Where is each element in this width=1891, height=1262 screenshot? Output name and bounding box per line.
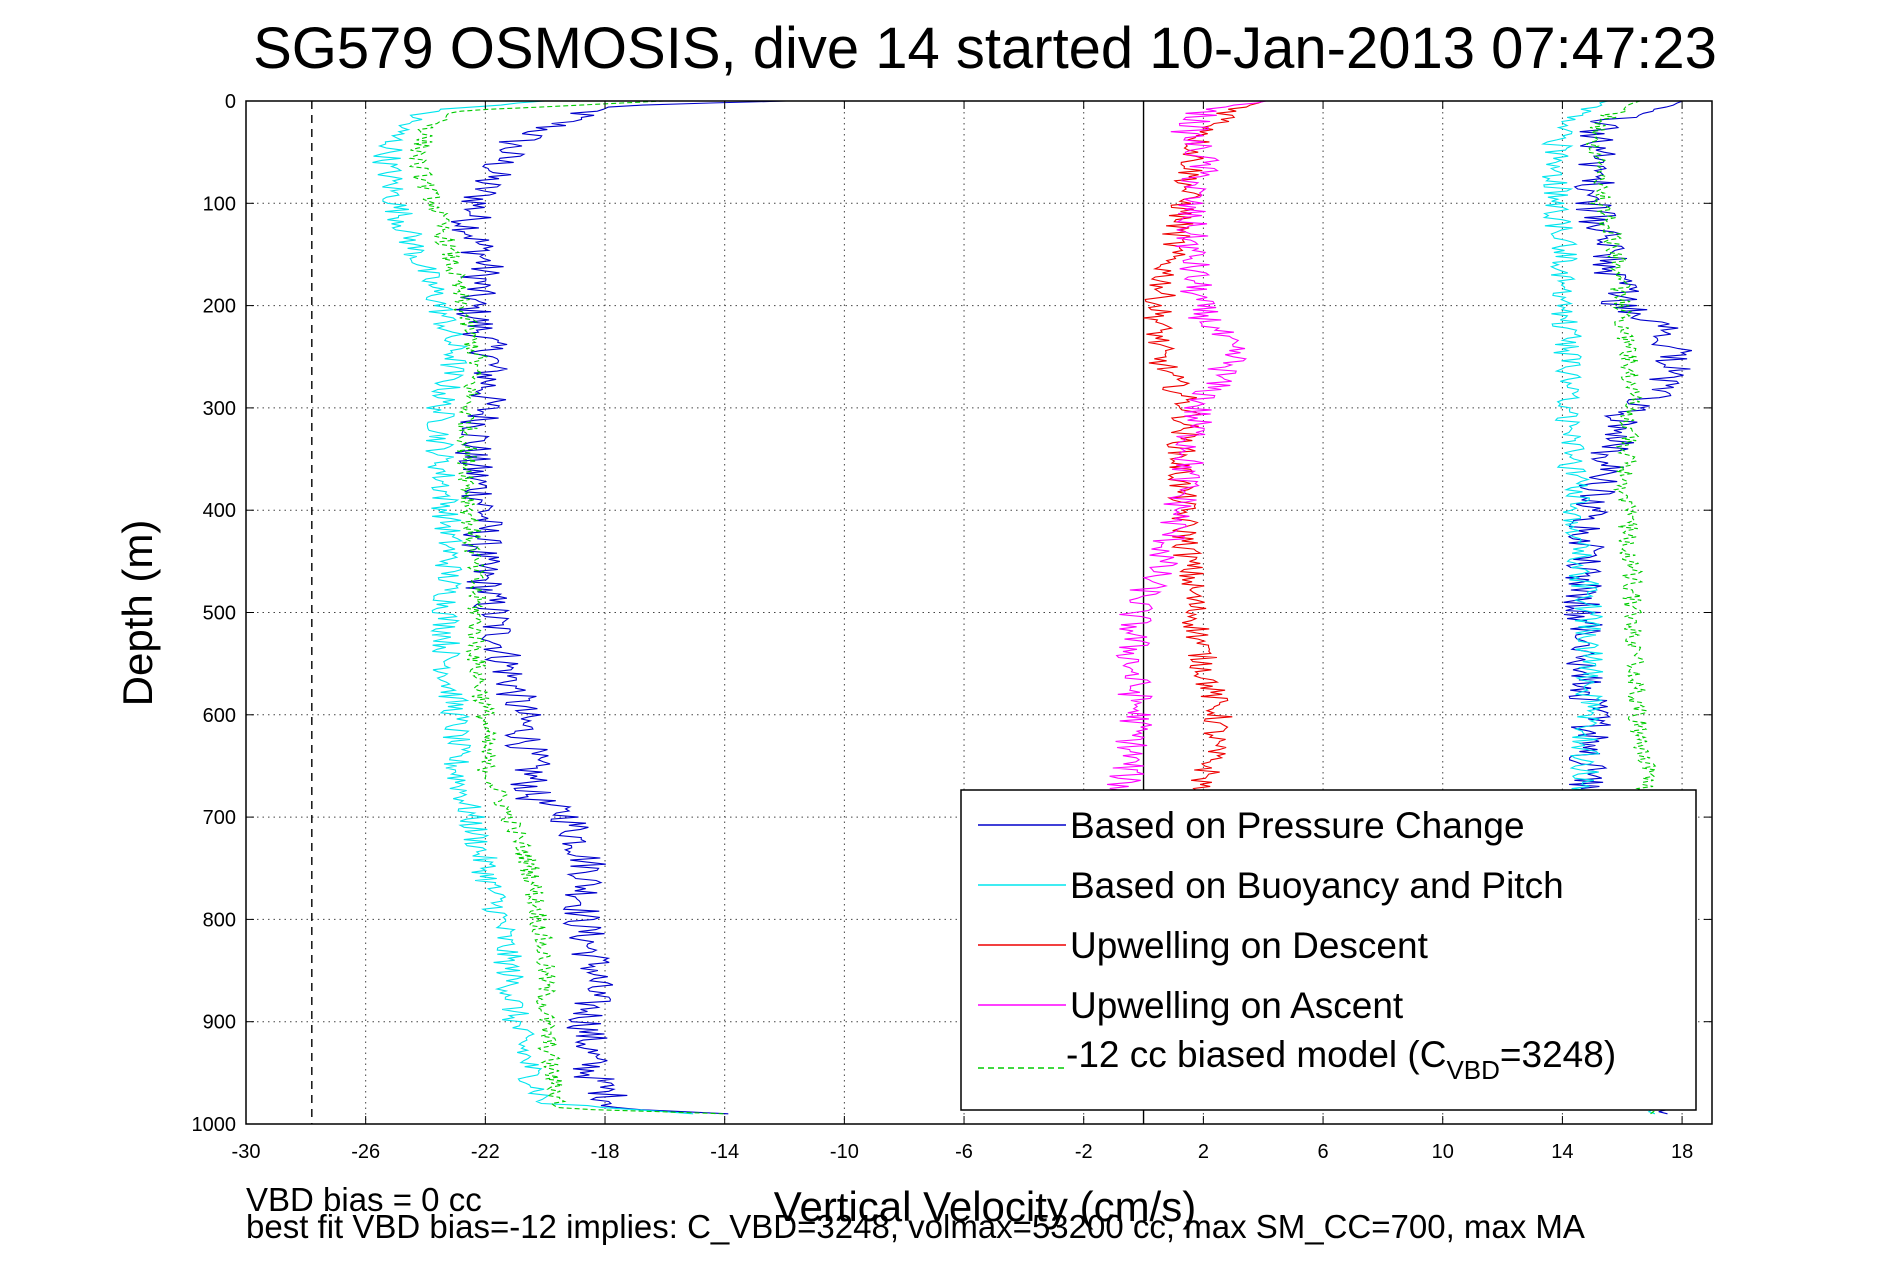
legend: Based on Pressure Change Based on Buoyan…: [960, 789, 1697, 1111]
y-tick-label: 600: [203, 705, 236, 727]
y-tick-label: 700: [203, 807, 236, 829]
x-tick-label: 14: [1551, 1141, 1573, 1163]
legend-box: [960, 789, 1697, 1111]
tick-marks: [245, 100, 1712, 1125]
x-tick-label: 2: [1198, 1141, 1209, 1163]
series-line-2-0: [1143, 100, 1264, 798]
y-tick-label: 300: [203, 398, 236, 420]
y-tick-label: 0: [225, 91, 236, 113]
x-axis-label: Vertical Velocity (cm/s): [774, 1183, 1196, 1230]
footer-bestfit-line: best fit VBD bias=-12 implies: C_VBD=324…: [246, 1208, 1585, 1245]
y-tick-label: 400: [203, 500, 236, 522]
y-tick-label: 1000: [192, 1114, 237, 1136]
y-tick-label: 500: [203, 603, 236, 625]
y-tick-label: 200: [203, 296, 236, 318]
legend-model-text: -12 cc biased model (C: [1066, 1034, 1446, 1075]
legend-label-ascent: Upwelling on Ascent: [1070, 985, 1404, 1026]
y-tick-label: 800: [203, 909, 236, 931]
x-tick-label: -6: [955, 1141, 973, 1163]
series-line-4-0: [408, 100, 724, 1115]
y-tick-label: 100: [203, 193, 236, 215]
x-tick-label: 18: [1671, 1141, 1693, 1163]
series-line-1-0: [372, 100, 694, 1115]
y-tick-label: 900: [203, 1012, 236, 1034]
legend-label-buoyancy: Based on Buoyancy and Pitch: [1070, 865, 1564, 906]
legend-model-subscript: VBD: [1446, 1055, 1499, 1085]
x-tick-label: -22: [471, 1141, 500, 1163]
x-tick-label: 6: [1317, 1141, 1328, 1163]
x-tick-label: -18: [591, 1141, 620, 1163]
legend-label-descent: Upwelling on Descent: [1070, 925, 1429, 966]
series-lines: [372, 100, 1693, 1115]
series-line-3-0: [1107, 100, 1267, 798]
x-tick-label: -26: [351, 1141, 380, 1163]
footer-bias-line: VBD bias = 0 cc: [246, 1181, 482, 1218]
x-tick-label: 10: [1432, 1141, 1454, 1163]
legend-label-pressure: Based on Pressure Change: [1070, 805, 1525, 846]
y-axis-label: Depth (m): [114, 520, 161, 707]
x-tick-label: -2: [1075, 1141, 1093, 1163]
series-line-4-1: [1586, 100, 1661, 1115]
chart-title: SG579 OSMOSIS, dive 14 started 10-Jan-20…: [253, 16, 1717, 81]
x-tick-label: -30: [232, 1141, 261, 1163]
legend-label-model: -12 cc biased model (CVBD=3248): [1066, 1034, 1616, 1085]
x-tick-label: -10: [830, 1141, 859, 1163]
x-tick-label: -14: [710, 1141, 739, 1163]
legend-model-value: =3248): [1500, 1034, 1616, 1075]
